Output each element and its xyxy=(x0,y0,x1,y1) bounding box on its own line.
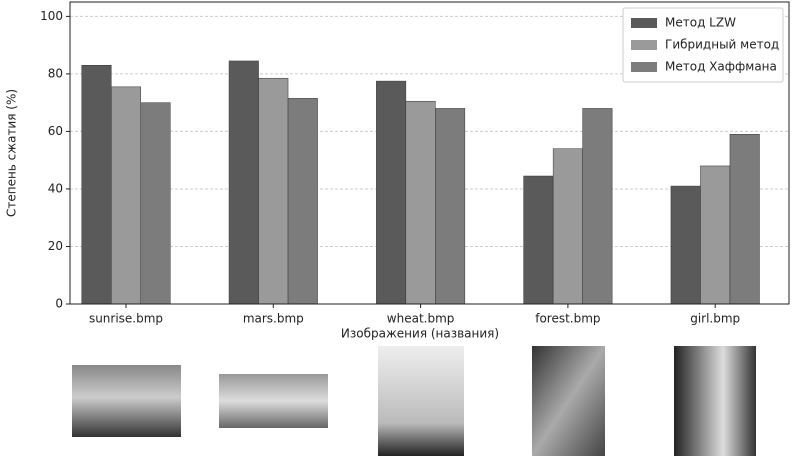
legend-label: Метод LZW xyxy=(665,16,736,30)
bar xyxy=(700,165,731,305)
legend-swatch xyxy=(631,62,657,72)
bar xyxy=(670,185,701,305)
legend-label: Гибридный метод xyxy=(665,38,779,52)
y-tick-label: 100 xyxy=(40,9,63,23)
y-axis-label: Степень сжатия (%) xyxy=(5,89,19,217)
x-tick-label: girl.bmp xyxy=(690,312,740,326)
y-tick-label: 60 xyxy=(48,124,63,138)
bar xyxy=(228,60,259,305)
bar xyxy=(111,86,141,305)
bar xyxy=(287,98,318,305)
y-tick-label: 40 xyxy=(48,181,63,195)
image-forest xyxy=(532,346,605,456)
bar xyxy=(523,175,554,305)
bar xyxy=(729,134,760,305)
bar xyxy=(405,100,436,305)
legend-box xyxy=(622,7,784,83)
legend-swatch xyxy=(631,40,657,50)
image-girl xyxy=(674,346,756,456)
legend-swatch xyxy=(631,18,657,28)
y-tick-label: 0 xyxy=(55,297,63,311)
bar xyxy=(376,80,407,305)
bar xyxy=(140,102,171,305)
y-tick-label: 80 xyxy=(48,66,63,80)
bar xyxy=(258,77,289,305)
x-tick-label: mars.bmp xyxy=(243,312,304,326)
image-wheat xyxy=(378,346,464,456)
bar xyxy=(582,108,613,305)
x-tick-label: sunrise.bmp xyxy=(89,312,163,326)
bar xyxy=(81,65,112,305)
x-tick-label: forest.bmp xyxy=(535,312,600,326)
bar xyxy=(552,148,583,305)
legend-label: Метод Хаффмана xyxy=(665,60,777,74)
y-tick-label: 20 xyxy=(48,239,63,253)
image-mars xyxy=(219,374,328,428)
plot-frame xyxy=(69,1,790,305)
x-tick-label: wheat.bmp xyxy=(387,312,455,326)
image-sunrise xyxy=(72,365,181,437)
x-axis-label: Изображения (названия) xyxy=(341,327,499,341)
bar xyxy=(435,108,466,305)
